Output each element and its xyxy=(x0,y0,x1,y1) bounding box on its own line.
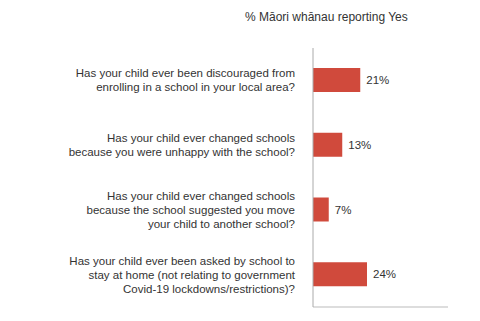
svg-text:24%: 24% xyxy=(373,268,396,280)
html-text:% Māori whānau reporting Yes: % Māori whānau reporting Yes xyxy=(245,10,408,24)
svg-text:Has your child ever been asked: Has your child ever been asked by school… xyxy=(69,255,295,295)
svg-text:Has your child ever been disco: Has your child ever been discouraged fro… xyxy=(76,67,295,93)
svg-text:Has your child ever changed sc: Has your child ever changed schoolsbecau… xyxy=(87,190,296,230)
svg-text:Has your child ever changed sc: Has your child ever changed schoolsbecau… xyxy=(69,132,296,158)
svg-text:13%: 13% xyxy=(348,139,371,151)
svg-text:21%: 21% xyxy=(366,74,389,86)
svg-text:7%: 7% xyxy=(335,204,352,216)
